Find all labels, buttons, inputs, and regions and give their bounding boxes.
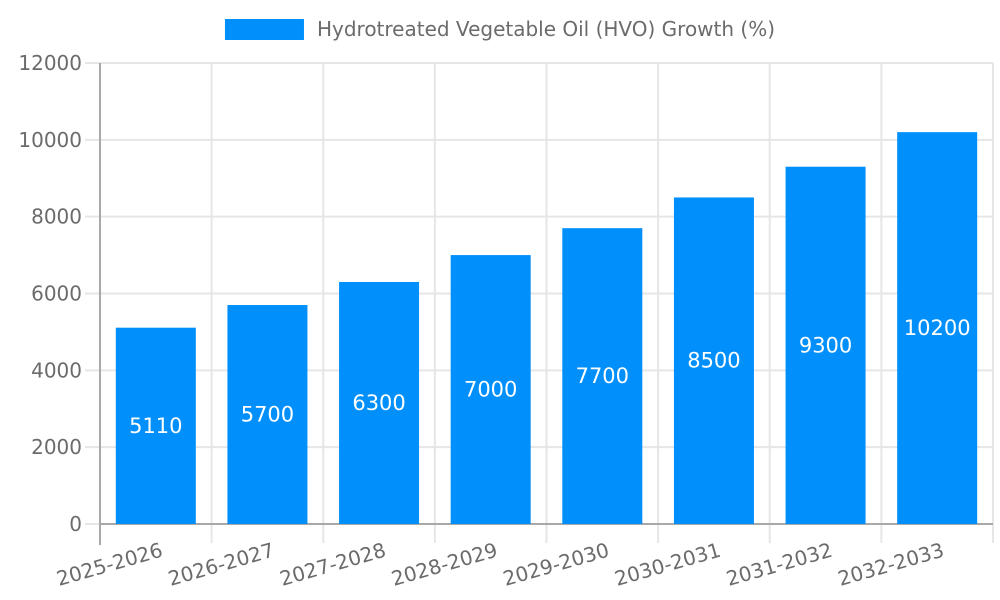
bar-value-label: 7700 (576, 364, 629, 388)
y-axis-tick-label: 6000 (31, 282, 82, 306)
x-axis-tick-label: 2031-2032 (724, 538, 835, 591)
bar-2025-2026[interactable] (115, 327, 196, 524)
legend-swatch-icon (224, 18, 304, 40)
bar-2030-2031[interactable] (673, 197, 754, 525)
bar-value-label: 5110 (129, 414, 182, 438)
y-axis-tick-label: 2000 (31, 435, 82, 459)
y-axis-tick-label: 0 (69, 512, 82, 536)
legend-label: Hydrotreated Vegetable Oil (HVO) Growth … (316, 17, 776, 41)
bar-value-label: 5700 (241, 403, 294, 427)
bar-value-label: 10200 (904, 316, 971, 340)
x-axis-tick-label: 2026-2027 (165, 538, 276, 591)
bar-2026-2027[interactable] (227, 305, 308, 524)
x-axis-tick-label: 2030-2031 (612, 538, 723, 591)
y-axis-tick-label: 8000 (31, 205, 82, 229)
bar-2027-2028[interactable] (339, 281, 420, 524)
bar-value-label: 8500 (687, 349, 740, 373)
x-axis-tick-label: 2029-2030 (500, 538, 611, 591)
bar-value-label: 7000 (464, 378, 517, 402)
bar-2032-2033[interactable] (897, 132, 978, 524)
bar-value-label: 6300 (352, 391, 405, 415)
y-axis-tick-label: 10000 (18, 128, 82, 152)
x-axis-tick-label: 2027-2028 (277, 538, 388, 591)
x-axis-tick-label: 2025-2026 (54, 538, 165, 591)
bar-2031-2032[interactable] (785, 166, 866, 524)
bar-2028-2029[interactable] (450, 255, 531, 525)
legend-item[interactable]: Hydrotreated Vegetable Oil (HVO) Growth … (224, 17, 776, 41)
x-axis-tick-label: 2032-2033 (835, 538, 946, 591)
bar-value-label: 9300 (799, 333, 852, 357)
y-axis-tick-label: 12000 (18, 51, 82, 75)
x-axis-tick-label: 2028-2029 (389, 538, 500, 591)
bar-2029-2030[interactable] (562, 228, 643, 525)
y-axis-tick-label: 4000 (31, 358, 82, 382)
